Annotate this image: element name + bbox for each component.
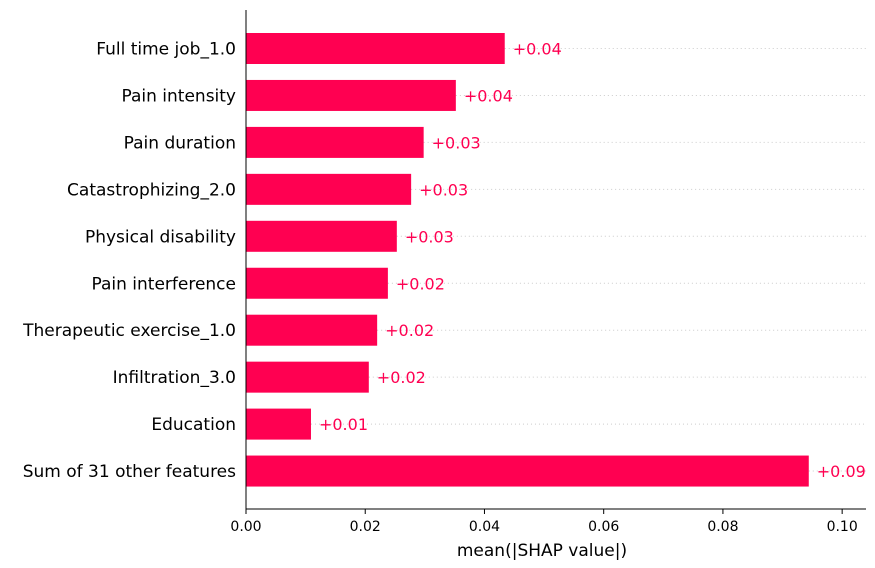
x-tick-label: 0.06	[588, 519, 619, 535]
bar	[246, 173, 412, 205]
value-label: +0.04	[513, 40, 562, 59]
bar	[246, 79, 456, 111]
value-label: +0.03	[405, 227, 454, 246]
value-label: +0.09	[817, 462, 866, 481]
x-tick-label: 0.08	[707, 519, 738, 535]
category-label: Sum of 31 other features	[23, 462, 236, 482]
value-label: +0.04	[464, 86, 513, 105]
category-label: Full time job_1.0	[96, 40, 236, 60]
value-labels: +0.04 +0.04 +0.03 +0.03 +0.03 +0.02 +0.02 +0.02…	[319, 40, 866, 482]
value-label: +0.02	[396, 274, 445, 293]
value-label: +0.02	[377, 368, 426, 387]
x-tick-label: 0.02	[350, 519, 381, 535]
value-label: +0.03	[432, 133, 481, 152]
value-label: +0.01	[319, 415, 368, 434]
bars	[246, 33, 809, 487]
category-label: Education	[151, 415, 236, 435]
category-label: Pain duration	[124, 133, 236, 153]
gridlines	[310, 48, 866, 472]
bar	[246, 455, 809, 487]
x-axis-title: mean(|SHAP value|)	[457, 541, 627, 561]
value-label: +0.02	[385, 321, 434, 340]
value-label: +0.03	[419, 180, 468, 199]
x-tick-label: 0.00	[230, 519, 261, 535]
axes	[245, 10, 866, 510]
bar	[246, 126, 424, 158]
category-label: Catastrophizing_2.0	[67, 180, 236, 200]
category-label: Physical disability	[85, 227, 236, 247]
category-label: Pain interference	[91, 274, 236, 294]
bar	[246, 314, 378, 346]
x-ticks: 0.00 0.02 0.04 0.06 0.08 0.10	[230, 509, 858, 535]
category-label: Infiltration_3.0	[113, 368, 236, 388]
category-label: Pain intensity	[121, 86, 236, 106]
category-label: Therapeutic exercise_1.0	[22, 321, 236, 341]
x-tick-label: 0.04	[469, 519, 500, 535]
bar	[246, 220, 397, 252]
bar	[246, 33, 505, 64]
bar	[246, 361, 369, 393]
bar	[246, 267, 388, 299]
x-tick-label: 0.10	[827, 519, 858, 535]
bar	[246, 408, 311, 440]
category-labels: Full time job_1.0 Pain intensity Pain dura…	[22, 40, 236, 483]
